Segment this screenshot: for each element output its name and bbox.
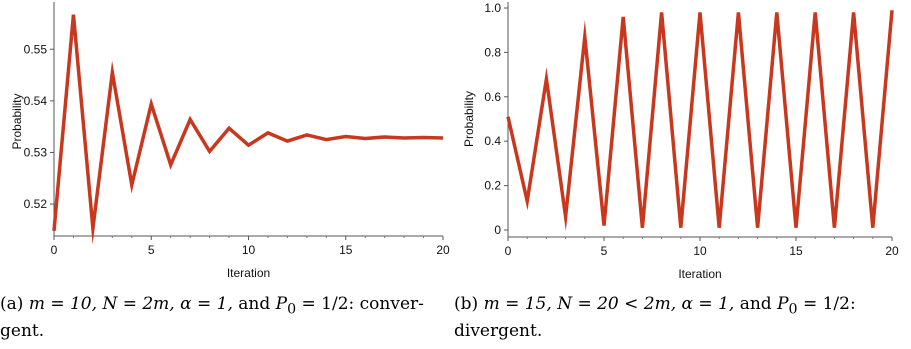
y-axis-title: Probability (10, 93, 24, 149)
y-tick-label: 0.54 (24, 94, 48, 108)
y-tick-label: 0.52 (24, 197, 48, 211)
caption-a-result: conver-gent. (0, 294, 424, 342)
caption-b-p: P (777, 294, 789, 314)
caption-b-and: and (739, 294, 778, 314)
caption-a-m: m = 10, (28, 294, 103, 314)
caption-a-and: and (238, 294, 276, 314)
caption-b-p-value: = 1/2: (797, 294, 856, 314)
caption-b-p-sub: 0 (788, 301, 798, 318)
x-axis-title: Iteration (678, 267, 721, 281)
caption-a: (a) m = 10, N = 2m, α = 1, and P0 = 1/2:… (0, 293, 452, 342)
y-axis-title: Probability (462, 91, 476, 147)
x-tick-label: 5 (148, 243, 155, 257)
chart-panel-a: 0 5 10 15 20 0.52 0.53 0.54 0.55 Iteration Probabi… (0, 0, 455, 349)
x-tick-label: 15 (789, 244, 803, 258)
series-line-0 (52, 14, 444, 245)
x-tick-label: 5 (601, 244, 608, 258)
x-tick-label: 0 (505, 244, 512, 258)
x-tick-label: 10 (242, 243, 256, 257)
caption-b-result: divergent. (454, 321, 543, 342)
caption-a-p-sub: 0 (287, 301, 297, 318)
x-axis-title: Iteration (227, 266, 270, 280)
divergent-probability-chart: 0 5 10 15 20 0 0.2 0.4 0.6 0.8 1.0 Iteration Probabi… (462, 1, 899, 281)
x-tick-label: 15 (339, 243, 353, 257)
x-tick-label: 0 (51, 243, 58, 257)
caption-a-n: N = 2m, (102, 294, 181, 314)
caption-a-p-value: = 1/2: (296, 294, 360, 314)
caption-b-label: (b) (454, 294, 484, 314)
caption-b-m: m = 15, (483, 294, 558, 314)
caption-a-label: (a) (0, 294, 29, 314)
chart-panel-b: 0 5 10 15 20 0 0.2 0.4 0.6 0.8 1.0 Iteration Probabi… (455, 0, 911, 349)
y-tick-label: 1.0 (484, 1, 501, 15)
y-tick-label: 0.55 (24, 42, 48, 56)
caption-b-n: N = 20 < 2m, (557, 294, 682, 314)
x-tick-label: 20 (885, 244, 899, 258)
caption-a-p: P (275, 294, 288, 314)
series-line-0 (506, 10, 894, 232)
y-tick-label: 0 (494, 223, 501, 237)
y-tick-label: 0.2 (484, 179, 501, 193)
y-tick-label: 0.4 (484, 134, 501, 148)
caption-a-alpha: α = 1, (180, 294, 239, 314)
y-tick-label: 0.6 (484, 90, 501, 104)
convergent-probability-chart: 0 5 10 15 20 0.52 0.53 0.54 0.55 Iteration Probabi… (10, 2, 450, 280)
y-tick-label: 0.53 (24, 145, 48, 159)
y-tick-label: 0.8 (484, 45, 501, 59)
caption-b-alpha: α = 1, (681, 294, 740, 314)
x-tick-label: 20 (436, 243, 450, 257)
caption-b: (b) m = 15, N = 20 < 2m, α = 1, and P0 =… (454, 293, 906, 342)
x-tick-label: 10 (693, 244, 707, 258)
